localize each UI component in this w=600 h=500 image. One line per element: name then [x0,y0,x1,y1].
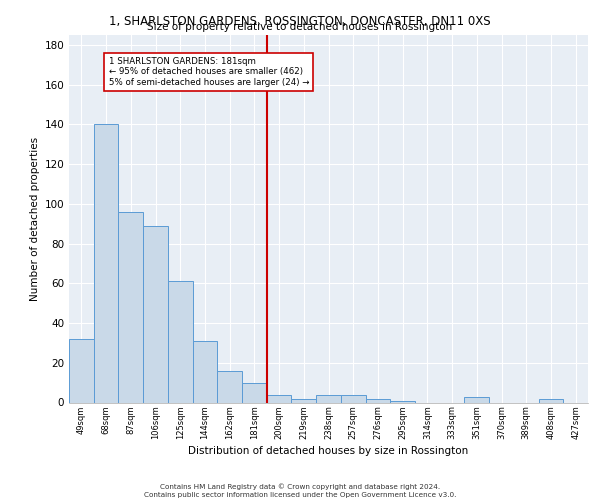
Bar [464,396,489,402]
Bar [539,398,563,402]
Text: Size of property relative to detached houses in Rossington: Size of property relative to detached ho… [148,22,452,32]
Bar [143,226,168,402]
Bar [168,282,193,403]
Text: Contains HM Land Registry data © Crown copyright and database right 2024.
Contai: Contains HM Land Registry data © Crown c… [144,484,456,498]
Bar [365,398,390,402]
Bar [341,394,365,402]
Y-axis label: Number of detached properties: Number of detached properties [30,136,40,301]
Bar [267,394,292,402]
Bar [94,124,118,402]
Bar [242,382,267,402]
Text: 1, SHARLSTON GARDENS, ROSSINGTON, DONCASTER, DN11 0XS: 1, SHARLSTON GARDENS, ROSSINGTON, DONCAS… [109,15,491,28]
Text: 1 SHARLSTON GARDENS: 181sqm
← 95% of detached houses are smaller (462)
5% of sem: 1 SHARLSTON GARDENS: 181sqm ← 95% of det… [109,57,309,86]
Bar [69,339,94,402]
Bar [217,370,242,402]
Bar [193,341,217,402]
Bar [118,212,143,402]
Bar [390,400,415,402]
Bar [292,398,316,402]
X-axis label: Distribution of detached houses by size in Rossington: Distribution of detached houses by size … [188,446,469,456]
Bar [316,394,341,402]
